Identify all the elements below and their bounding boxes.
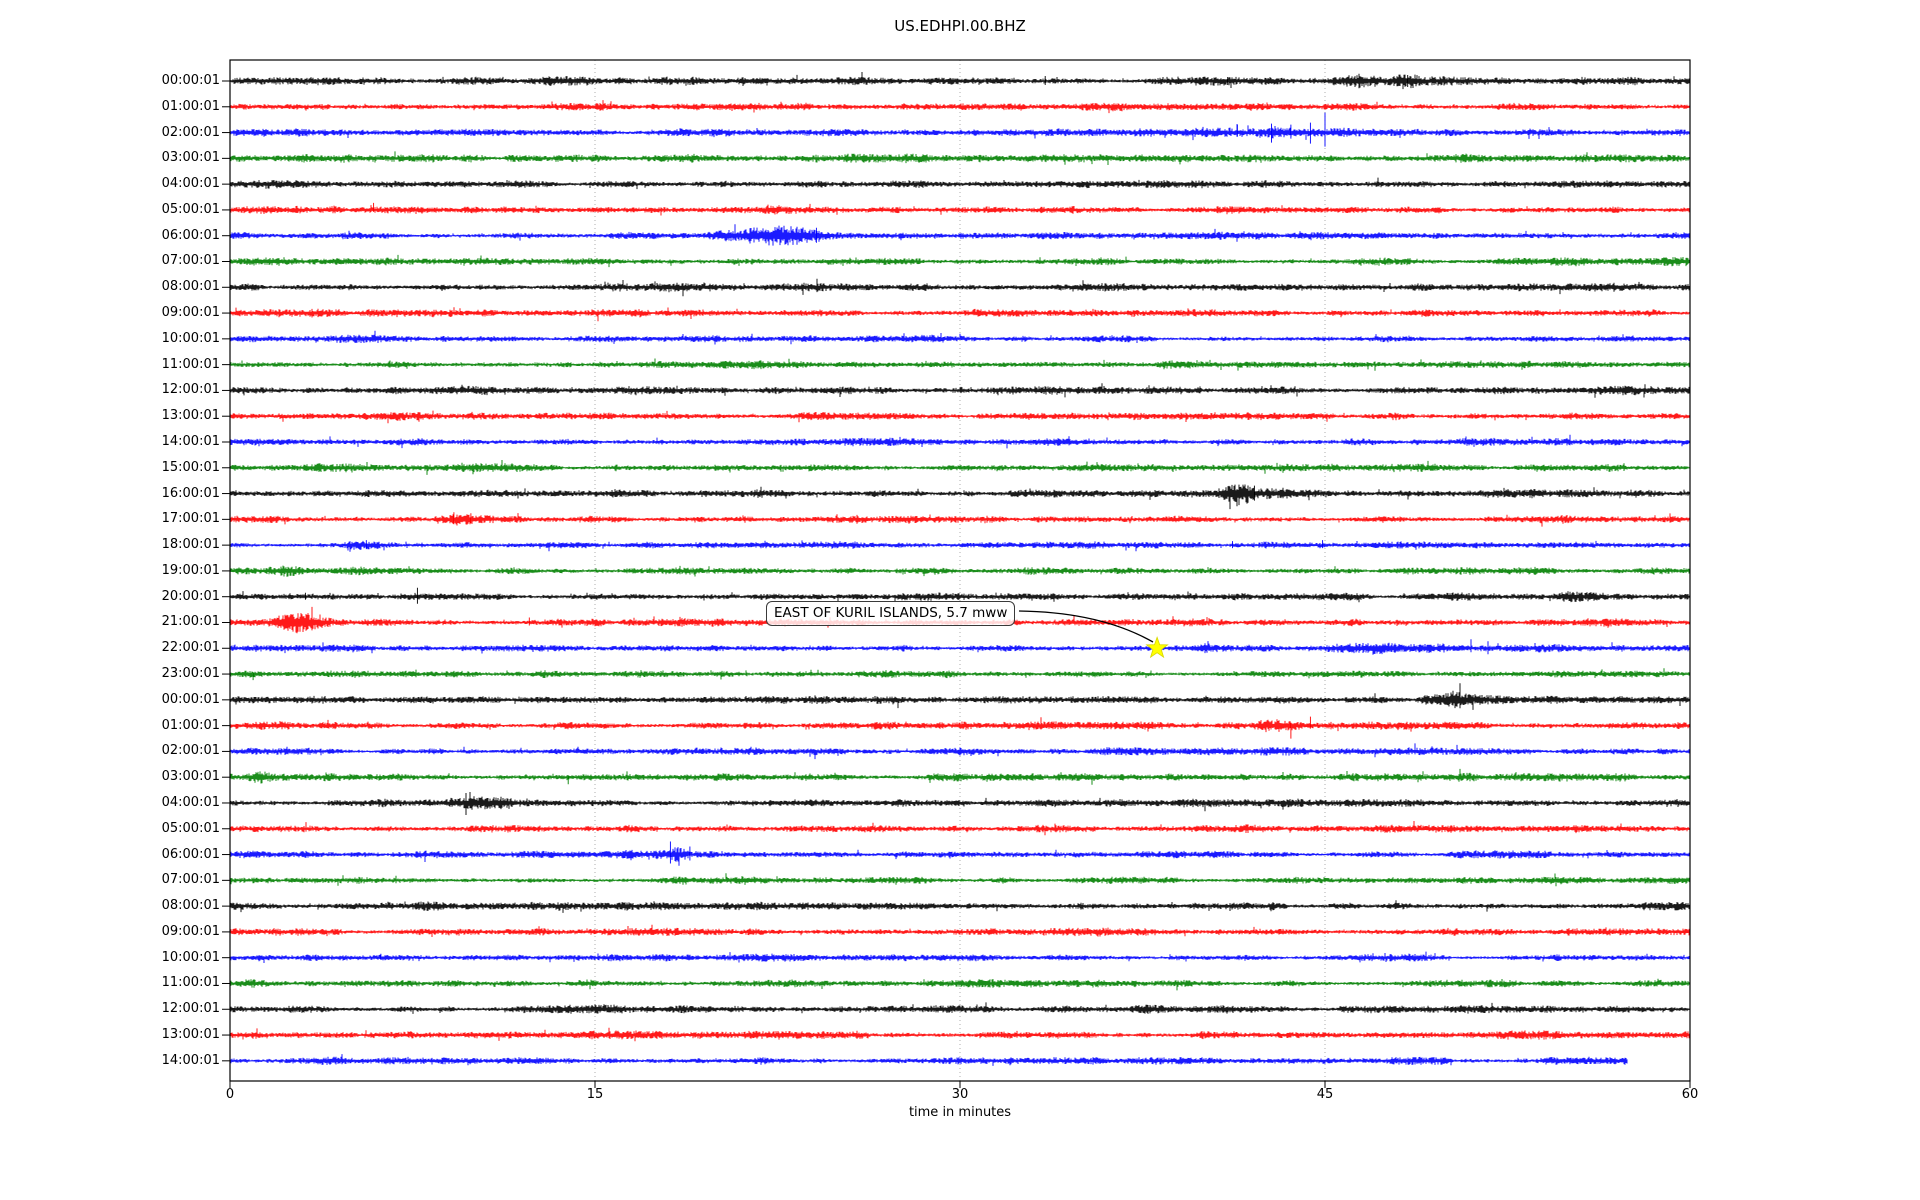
row-label-21: 21:00:01 — [161, 614, 220, 630]
x-axis-label: time in minutes — [908, 1105, 1012, 1120]
row-label-11: 11:00:01 — [161, 356, 220, 372]
row-label-23: 23:00:01 — [161, 666, 220, 682]
row-label-32: 08:00:01 — [161, 898, 220, 914]
x-tick-label-60: 60 — [1681, 1087, 1699, 1102]
row-label-25: 01:00:01 — [161, 717, 220, 733]
row-label-30: 06:00:01 — [161, 846, 220, 862]
row-label-18: 18:00:01 — [161, 537, 220, 553]
row-label-33: 09:00:01 — [161, 923, 220, 939]
event-annotation: EAST OF KURIL ISLANDS, 5.7 mww — [766, 601, 1016, 626]
row-label-2: 02:00:01 — [161, 124, 220, 140]
row-label-16: 16:00:01 — [161, 485, 220, 501]
row-label-0: 00:00:01 — [161, 73, 220, 88]
row-label-3: 03:00:01 — [161, 150, 220, 166]
event-star-marker — [1145, 636, 1169, 659]
row-label-27: 03:00:01 — [161, 769, 220, 785]
row-label-26: 02:00:01 — [161, 743, 220, 759]
row-label-24: 00:00:01 — [161, 691, 220, 707]
row-label-4: 04:00:01 — [161, 176, 220, 192]
row-label-6: 06:00:01 — [161, 227, 220, 243]
row-label-36: 12:00:01 — [161, 1001, 220, 1017]
row-label-31: 07:00:01 — [161, 872, 220, 888]
row-label-7: 07:00:01 — [161, 253, 220, 269]
x-tick-label-30: 30 — [951, 1087, 969, 1102]
row-label-17: 17:00:01 — [161, 511, 220, 527]
row-label-9: 09:00:01 — [161, 305, 220, 321]
row-label-38: 14:00:01 — [161, 1052, 220, 1068]
row-label-15: 15:00:01 — [161, 459, 220, 475]
row-label-5: 05:00:01 — [161, 201, 220, 217]
row-label-35: 11:00:01 — [161, 975, 220, 991]
row-label-34: 10:00:01 — [161, 949, 220, 965]
x-tick-label-45: 45 — [1316, 1087, 1334, 1102]
x-tick-label-15: 15 — [586, 1087, 604, 1102]
annotation-arrow — [1018, 610, 1154, 643]
row-label-20: 20:00:01 — [161, 588, 220, 604]
row-label-29: 05:00:01 — [161, 820, 220, 836]
row-label-8: 08:00:01 — [161, 279, 220, 295]
plot-title: US.EDHPI.00.BHZ — [894, 17, 1026, 35]
row-label-1: 01:00:01 — [161, 98, 220, 114]
row-label-12: 12:00:01 — [161, 382, 220, 398]
row-label-28: 04:00:01 — [161, 794, 220, 810]
row-label-22: 22:00:01 — [161, 640, 220, 656]
x-tick-label-0: 0 — [225, 1087, 235, 1102]
row-label-19: 19:00:01 — [161, 562, 220, 578]
row-label-13: 13:00:01 — [161, 408, 220, 424]
row-label-14: 14:00:01 — [161, 433, 220, 449]
row-label-10: 10:00:01 — [161, 330, 220, 346]
row-label-37: 13:00:01 — [161, 1027, 220, 1043]
